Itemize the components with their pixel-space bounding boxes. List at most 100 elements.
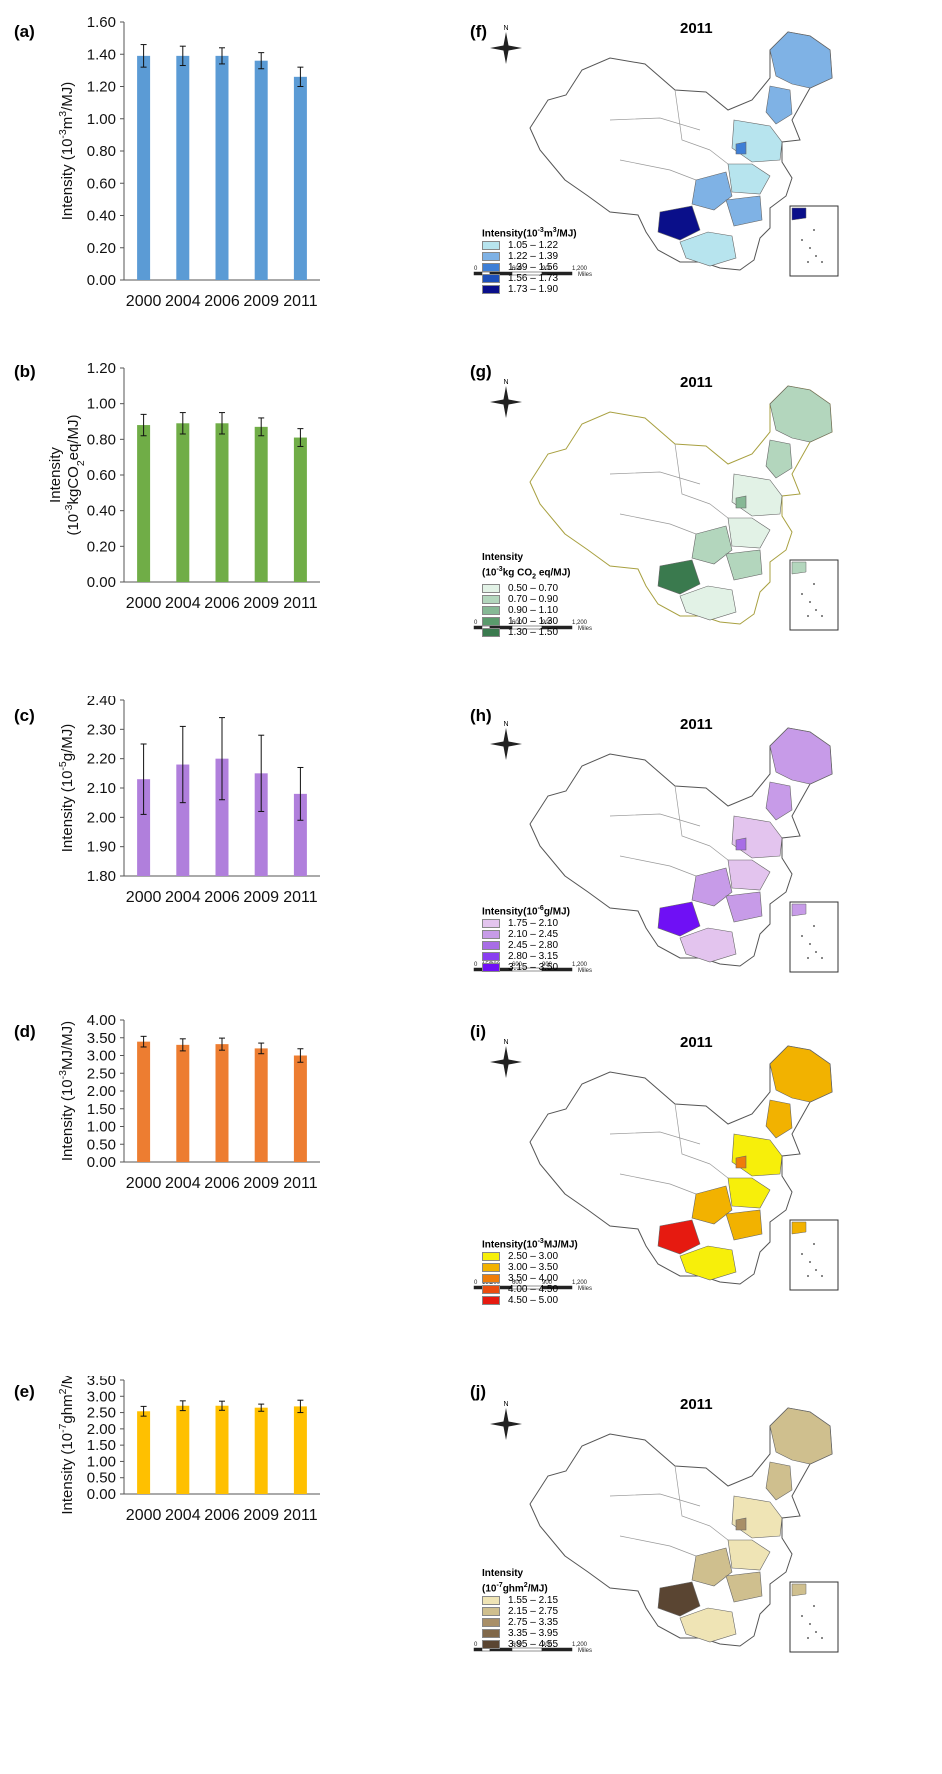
legend-swatch bbox=[482, 263, 500, 273]
scale-unit: Miles bbox=[578, 626, 592, 632]
inset-province bbox=[791, 903, 807, 917]
y-tick-label: 1.50 bbox=[87, 1437, 116, 1454]
scale-unit: Miles bbox=[578, 272, 592, 278]
bar-2009 bbox=[254, 60, 268, 281]
scale-tick-label: 0 bbox=[474, 266, 478, 272]
inset-province bbox=[791, 207, 807, 221]
x-tick-label: 2006 bbox=[204, 293, 240, 310]
legend-label: 3.35 – 3.95 bbox=[508, 1628, 559, 1640]
legend-title: Intensity bbox=[482, 552, 524, 563]
legend-label: 1.22 – 1.39 bbox=[508, 251, 559, 263]
panel-label-b: (b) bbox=[14, 362, 36, 381]
scale-segment bbox=[541, 271, 573, 276]
legend-swatch bbox=[482, 595, 500, 605]
legend-title: (10-7ghm2/MJ) bbox=[482, 1582, 548, 1595]
compass-west bbox=[490, 1059, 506, 1065]
map-year-i: 2011 bbox=[680, 1034, 713, 1051]
legend-swatch bbox=[482, 1285, 500, 1295]
island-dot bbox=[813, 1243, 815, 1245]
map-legend-f: Intensity(10-3m3/MJ) 1.05 – 1.22 1.22 – 1.… bbox=[482, 225, 577, 295]
island-dot bbox=[809, 1261, 811, 1263]
province-shaded bbox=[765, 781, 793, 821]
y-tick-label: 3.50 bbox=[87, 1030, 116, 1047]
y-tick-label: 1.60 bbox=[87, 14, 116, 31]
province-border bbox=[609, 813, 701, 827]
legend-swatch bbox=[482, 1274, 500, 1284]
x-tick-label: 2011 bbox=[283, 889, 318, 906]
legend-label: 1.39 – 1.56 bbox=[508, 262, 559, 274]
province-border bbox=[609, 117, 701, 131]
scale-tick-label: 0 bbox=[474, 962, 478, 968]
island-dot bbox=[813, 229, 815, 231]
province-shaded bbox=[769, 385, 833, 443]
compass-north bbox=[503, 728, 509, 744]
legend-swatch bbox=[482, 919, 500, 929]
x-tick-label: 2009 bbox=[243, 1175, 279, 1192]
y-tick-label: 3.50 bbox=[87, 1376, 116, 1389]
legend-swatch bbox=[482, 1252, 500, 1262]
province-shaded bbox=[735, 837, 747, 851]
province-shaded bbox=[735, 1517, 747, 1531]
province-shaded bbox=[679, 1245, 737, 1281]
legend-swatch bbox=[482, 274, 500, 284]
bar-2004 bbox=[176, 1405, 190, 1494]
legend-swatch bbox=[482, 1263, 500, 1273]
compass-n-label: N bbox=[503, 1401, 508, 1408]
island-dot bbox=[813, 1605, 815, 1607]
scale-tick-label: 600 bbox=[512, 1280, 523, 1286]
y-tick-label: 1.00 bbox=[87, 1119, 116, 1136]
x-tick-label: 2006 bbox=[204, 595, 240, 612]
y-tick-label: 2.20 bbox=[87, 751, 116, 768]
y-axis-label: Intensity (10-7ghm2/MJ) bbox=[57, 1376, 76, 1515]
y-tick-label: 0.80 bbox=[87, 143, 116, 160]
island-dot bbox=[807, 261, 809, 263]
bar-2011 bbox=[293, 1055, 307, 1162]
x-tick-label: 2004 bbox=[165, 1175, 201, 1192]
compass-north bbox=[503, 1408, 509, 1424]
scale-unit: Miles bbox=[578, 1286, 592, 1292]
x-tick-label: 2000 bbox=[126, 293, 162, 310]
legend-row: 1.55 – 2.15 bbox=[482, 1595, 558, 1606]
compass-south bbox=[503, 1424, 509, 1440]
y-tick-label: 3.00 bbox=[87, 1048, 116, 1065]
legend-row: 0.90 – 1.10 bbox=[482, 605, 571, 616]
y-tick-label: 2.00 bbox=[87, 1083, 116, 1100]
compass-west bbox=[490, 45, 506, 51]
scale-tick-label: 900 bbox=[542, 1642, 553, 1648]
map-year-h: 2011 bbox=[680, 716, 713, 733]
legend-row: 1.75 – 2.10 bbox=[482, 918, 570, 929]
province-shaded bbox=[727, 859, 771, 891]
legend-swatch bbox=[482, 941, 500, 951]
province-shaded bbox=[657, 1581, 701, 1617]
compass-east bbox=[506, 399, 522, 405]
legend-row: 2.10 – 2.45 bbox=[482, 929, 570, 940]
island-dot bbox=[815, 255, 817, 257]
y-axis-label: Intensity (10-3m3/MJ) bbox=[57, 82, 76, 221]
province-shaded bbox=[727, 163, 771, 195]
compass-east bbox=[506, 741, 522, 747]
province-border bbox=[619, 513, 697, 535]
province-shaded bbox=[679, 1607, 737, 1643]
province-shaded bbox=[769, 31, 833, 89]
y-tick-label: 0.60 bbox=[87, 175, 116, 192]
scale-tick-label: 1,200 bbox=[572, 1280, 588, 1286]
legend-title: Intensity(10-6g/MJ) bbox=[482, 905, 570, 918]
legend-label: 2.75 – 3.35 bbox=[508, 1617, 559, 1629]
y-tick-label: 0.00 bbox=[87, 1154, 116, 1171]
scale-segment bbox=[473, 1647, 483, 1652]
legend-row: 3.35 – 3.95 bbox=[482, 1628, 558, 1639]
legend-label: 1.55 – 2.15 bbox=[508, 1595, 559, 1607]
x-tick-label: 2000 bbox=[126, 1175, 162, 1192]
panel-label-e: (e) bbox=[14, 1382, 35, 1401]
province-shaded bbox=[735, 495, 747, 509]
province-border bbox=[609, 1131, 701, 1145]
scale-tick-label: 900 bbox=[542, 620, 553, 626]
legend-row: 2.15 – 2.75 bbox=[482, 1606, 558, 1617]
compass-south bbox=[503, 48, 509, 64]
province-border bbox=[609, 471, 701, 485]
scale-tick-label: 600 bbox=[512, 620, 523, 626]
legend-label: 1.73 – 1.90 bbox=[508, 284, 559, 296]
row-c-h: (c) 1.80 1.90 2.00 2.10 2.20 2.30 2.40 Intensit… bbox=[0, 696, 942, 1036]
